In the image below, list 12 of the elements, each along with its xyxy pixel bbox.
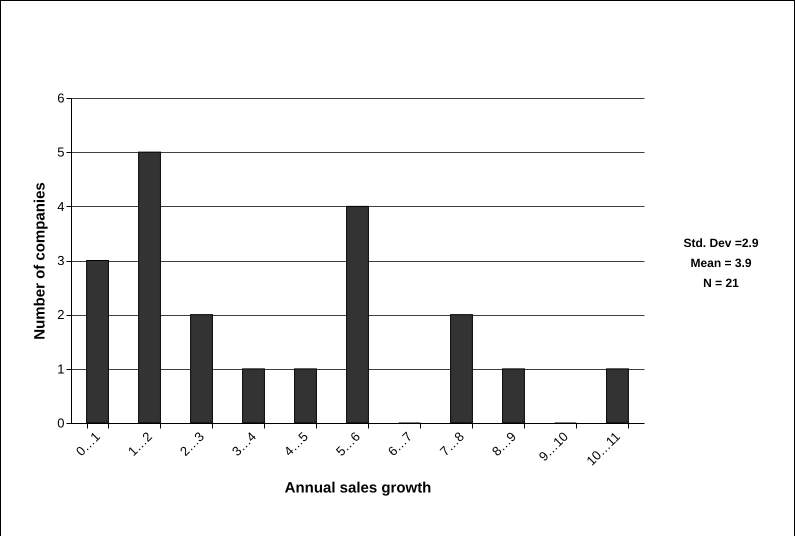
y-axis-title: Number of companies xyxy=(31,182,48,340)
text: Mean = 3.9 xyxy=(689,255,753,272)
y-tick-label: 0 xyxy=(57,416,64,430)
y-tick-label: 6 xyxy=(57,90,64,106)
text: N = 21 xyxy=(702,275,740,292)
y-tick-label: 4 xyxy=(57,198,64,214)
y-tick-label: 3 xyxy=(57,253,64,268)
y-tick-label: 5 xyxy=(57,144,64,160)
text: Std. Dev =2.9 xyxy=(682,235,760,252)
y-tick-label: 2 xyxy=(57,307,64,322)
x-axis-title: Annual sales growth xyxy=(284,479,432,496)
y-tick-label: 1 xyxy=(57,361,64,376)
